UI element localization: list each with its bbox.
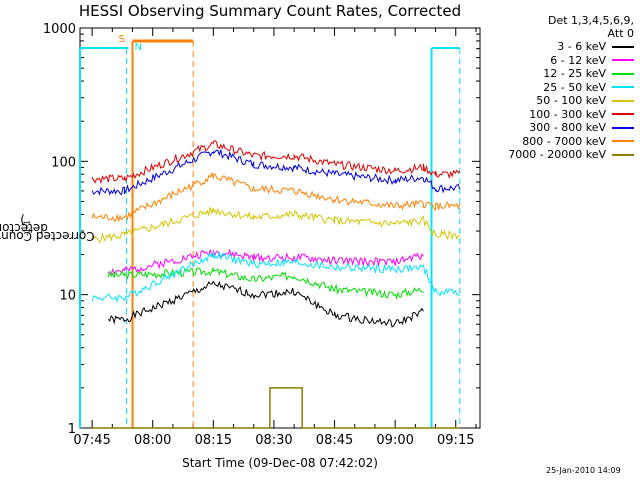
series-line-6: [91, 149, 461, 196]
legend-entry: 12 - 25 keV: [484, 67, 634, 81]
legend-entry-label: 3 - 6 keV: [557, 40, 606, 54]
legend-swatch: [612, 140, 634, 143]
chart-title: HESSI Observing Summary Count Rates, Cor…: [78, 2, 462, 20]
series-line-4: [91, 207, 460, 244]
series-line-3: [91, 251, 461, 304]
x-tick-label: 09:00: [376, 433, 413, 448]
legend-swatch: [612, 153, 634, 156]
legend-entry: 100 - 300 keV: [484, 108, 634, 122]
legend-header-line2: Att 0: [607, 27, 634, 40]
legend-entry-label: 800 - 7000 keV: [522, 134, 606, 148]
legend-swatch: [612, 59, 634, 62]
x-axis-label: Start Time (09-Dec-08 07:42:02): [182, 456, 378, 470]
series-line-5: [91, 139, 461, 185]
y-tick-label: 10: [59, 289, 76, 304]
series-line-2: [107, 267, 424, 300]
y-tick-label: 1: [68, 422, 76, 437]
legend-swatch: [612, 86, 634, 89]
legend-entry-label: 100 - 300 keV: [529, 107, 606, 121]
legend-swatch: [612, 113, 634, 116]
legend-entry: 6 - 12 keV: [484, 54, 634, 68]
x-tick-label: 07:45: [73, 433, 110, 448]
legend: Det 1,3,4,5,6,9, Att 0 3 - 6 keV 6 - 12 k…: [484, 14, 634, 162]
series-line-8: [92, 387, 460, 429]
x-tick-label: 08:00: [134, 433, 171, 448]
x-tick-label: 08:30: [255, 433, 292, 448]
legend-entry: 7000 - 20000 keV: [484, 148, 634, 162]
legend-entry-label: 6 - 12 keV: [550, 53, 606, 67]
y-tick-label: 1000: [43, 22, 76, 37]
series-line-0: [107, 280, 424, 328]
plot-frame: [79, 27, 481, 429]
legend-entry-label: 300 - 800 keV: [529, 121, 606, 135]
legend-entry-label: 12 - 25 keV: [543, 67, 606, 81]
series-line-7: [91, 171, 461, 223]
legend-entry: 3 - 6 keV: [484, 40, 634, 54]
legend-entry-label: 25 - 50 keV: [543, 80, 606, 94]
legend-swatch: [612, 126, 634, 129]
legend-entry: 300 - 800 keV: [484, 121, 634, 135]
footer-date: 25-Jan-2010 14:09: [546, 466, 621, 475]
x-tick-label: 09:15: [437, 433, 474, 448]
x-tick-label: 08:45: [316, 433, 353, 448]
legend-entry-label: 50 - 100 keV: [536, 94, 606, 108]
legend-entry: 800 - 7000 keV: [484, 135, 634, 149]
series-line-1: [107, 248, 424, 275]
marker-label-s: S: [118, 34, 124, 45]
legend-entry: 25 - 50 keV: [484, 81, 634, 95]
legend-swatch: [612, 72, 634, 75]
x-tick-label: 08:15: [195, 433, 232, 448]
legend-swatch: [612, 45, 634, 48]
legend-header-line1: Det 1,3,4,5,6,9,: [547, 14, 634, 27]
legend-entry: 50 - 100 keV: [484, 94, 634, 108]
legend-swatch: [612, 99, 634, 102]
marker-label-n: N: [135, 42, 142, 53]
y-tick-label: 100: [51, 155, 76, 170]
legend-entry-label: 7000 - 20000 keV: [508, 148, 606, 162]
